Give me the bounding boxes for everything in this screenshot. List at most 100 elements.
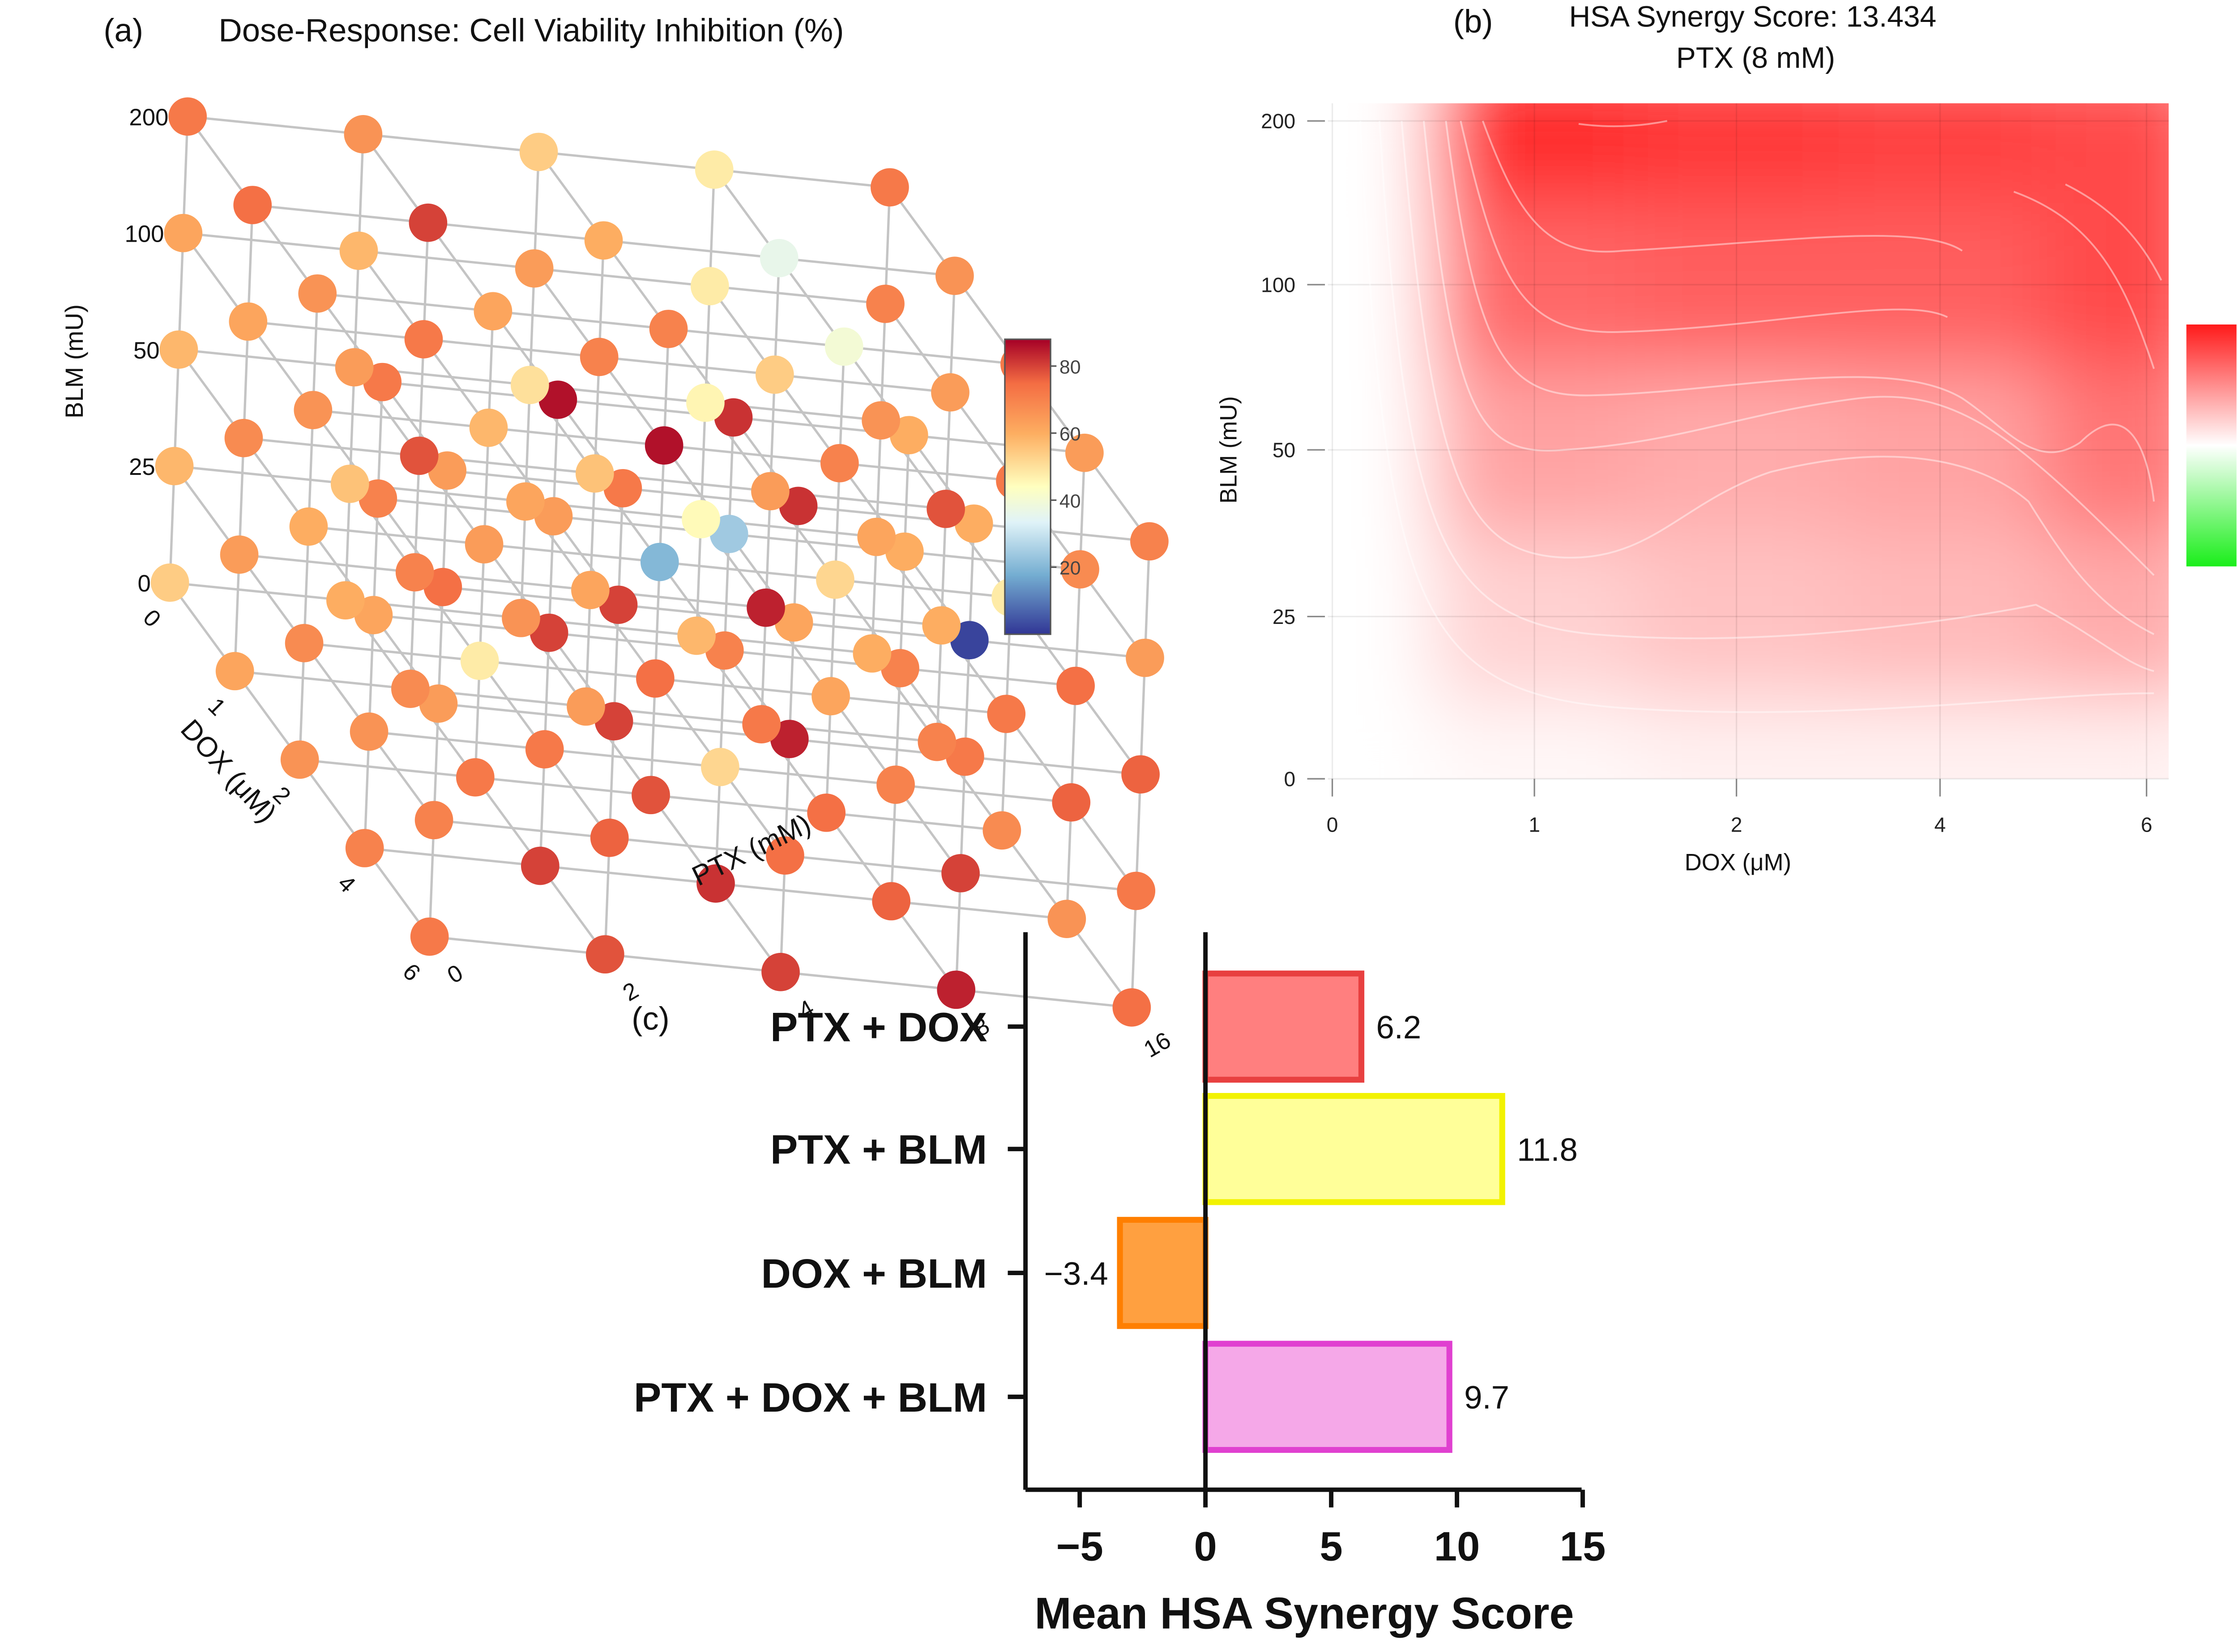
- panel-a-data-point: [824, 327, 863, 366]
- panel-a-data-point: [521, 846, 560, 885]
- panel-c-bar: [1202, 970, 1365, 1083]
- panel-a-data-point: [391, 670, 430, 708]
- panel-a-data-point: [525, 730, 564, 768]
- panel-a-x-tick-label: 6: [397, 958, 425, 986]
- panel-b-heatmap-cell: [1635, 367, 1838, 534]
- panel-b-y-tick-label: 100: [1261, 273, 1295, 297]
- panel-a-data-point: [866, 285, 905, 323]
- panel-c-value-label: 11.8: [1517, 1132, 1578, 1168]
- panel-b-heatmap-cell: [1838, 697, 2044, 779]
- panel-a-data-point: [326, 581, 365, 620]
- panel-a-data-point: [456, 758, 495, 797]
- panel-b-contour: [1460, 120, 1948, 333]
- panel-a-data-point: [1112, 988, 1151, 1027]
- panel-b-contour: [1482, 120, 1963, 253]
- panel-a-colorbar: 20 40 60 80: [1004, 338, 1081, 635]
- panel-c-value-label: −3.4: [1044, 1255, 1108, 1292]
- panel-a-data-point: [1047, 900, 1086, 938]
- panel-a-data-point: [159, 330, 198, 369]
- panel-a-x-tick-label: 4: [333, 870, 360, 898]
- panel-a-data-point: [649, 310, 688, 348]
- panel-a-colorbar-tick-label: 60: [1059, 423, 1081, 445]
- panel-a-data-point: [636, 659, 675, 698]
- panel-b-contour: [1445, 120, 2155, 502]
- panel-a-z-tick-label: 200: [129, 104, 168, 131]
- panel-a-data-point: [567, 687, 605, 726]
- panel-a-data-point: [640, 542, 679, 581]
- panel-a-data-point: [816, 560, 854, 599]
- panel-b-y-tick-label: 50: [1273, 439, 1295, 462]
- panel-a-data-point: [761, 952, 800, 991]
- panel-b-x-tick-label: 6: [2141, 813, 2153, 837]
- panel-a-data-point: [632, 776, 670, 815]
- panel-a-data-point: [229, 302, 268, 341]
- panel-a-colorbar-gradient: [1004, 338, 1051, 635]
- panel-b-heatmap-cells: [1328, 103, 2169, 779]
- panel-b-heatmap-cell: [2043, 203, 2169, 367]
- panel-c-bar-chart: (c) 6.2 11.8 −3.4 9.7 PTX + DOX PTX + BLM DOX…: [632, 932, 1606, 1638]
- panel-a-data-point: [404, 320, 443, 359]
- panel-b-heatmap-cell: [2043, 533, 2169, 698]
- panel-a-data-point: [395, 553, 434, 592]
- panel-a-data-point: [751, 472, 790, 511]
- panel-a-data-point: [937, 970, 976, 1009]
- panel-b-heatmap-cell: [1433, 697, 1636, 779]
- panel-a-data-point: [696, 864, 735, 903]
- panel-c-value-label: 9.7: [1464, 1379, 1509, 1416]
- panel-a-data-point: [1130, 522, 1169, 561]
- panel-a-data-point: [575, 454, 614, 493]
- panel-a-colorbar-tick-label: 80: [1059, 356, 1081, 378]
- panel-a-data-point: [289, 507, 328, 546]
- panel-a-data-point: [935, 256, 974, 295]
- panel-a-data-point: [918, 722, 957, 761]
- panel-a-data-point: [506, 482, 545, 521]
- panel-a-data-point: [857, 517, 896, 556]
- panel-a-data-point: [941, 854, 980, 892]
- panel-b-heatmap-cell: [1328, 103, 1434, 203]
- panel-c-category-label: PTX + DOX: [770, 1004, 987, 1050]
- panel-a-data-point: [515, 249, 554, 288]
- panel-c-category-label: DOX + BLM: [761, 1250, 987, 1297]
- panel-a-data-point: [686, 383, 725, 422]
- panel-a-data-point: [584, 221, 623, 260]
- panel-a-data-point: [987, 695, 1026, 733]
- panel-a-data-point: [474, 292, 513, 331]
- panel-b-x-tick-label: 1: [1529, 813, 1540, 837]
- panel-b-heatmap-cell: [2043, 367, 2169, 534]
- panel-a-data-point: [682, 500, 720, 538]
- panel-b-heatmap-cell: [1635, 697, 1838, 779]
- panel-a-data-point: [690, 267, 729, 306]
- panel-c-x-tick-label: −5: [1056, 1523, 1103, 1570]
- panel-b-contour: [1359, 121, 2154, 713]
- panel-a-z-tick-label: 50: [133, 337, 160, 364]
- panel-b-heatmap-cell: [1635, 203, 1838, 367]
- panel-a-data-point: [820, 444, 859, 482]
- panel-b-heatmap-cell: [1838, 203, 2044, 367]
- panel-a-data-point: [519, 132, 558, 171]
- panel-b-subtitle: PTX (8 mM): [1676, 41, 1835, 74]
- panel-c-axes: PTX + DOX PTX + BLM DOX + BLM PTX + DOX + B…: [634, 932, 1606, 1570]
- panel-a-data-point: [335, 348, 374, 387]
- panel-a-data-point: [922, 606, 961, 645]
- panel-a-data-point: [330, 465, 369, 503]
- panel-c-x-axis-label: Mean HSA Synergy Score: [1034, 1588, 1574, 1638]
- panel-a-data-point: [339, 231, 378, 270]
- panel-a-data-point: [400, 436, 439, 475]
- panel-b-heatmap-cell: [2043, 103, 2169, 203]
- panel-c-x-tick-label: 15: [1560, 1523, 1606, 1570]
- panel-a-data-point: [294, 391, 333, 430]
- panel-a-data-point: [414, 801, 453, 840]
- panel-a-3d-scatter: (a) Dose-Response: Cell Viability Inhibi…: [60, 12, 1175, 1063]
- panel-a-data-point: [233, 186, 272, 224]
- panel-b-heatmap-cell: [1838, 367, 2044, 534]
- panel-a-data-point: [410, 917, 449, 956]
- panel-a-data-point: [766, 836, 804, 875]
- panel-b-gridlines: [1328, 103, 2169, 780]
- panel-a-data-point: [742, 705, 781, 743]
- panel-a-data-point: [1056, 666, 1095, 705]
- panel-a-data-point: [164, 213, 203, 252]
- panel-b-heatmap-cell: [1838, 533, 2044, 698]
- panel-a-data-point: [645, 426, 683, 465]
- panel-a-data-point: [872, 882, 911, 921]
- panel-a-data-point: [811, 677, 850, 716]
